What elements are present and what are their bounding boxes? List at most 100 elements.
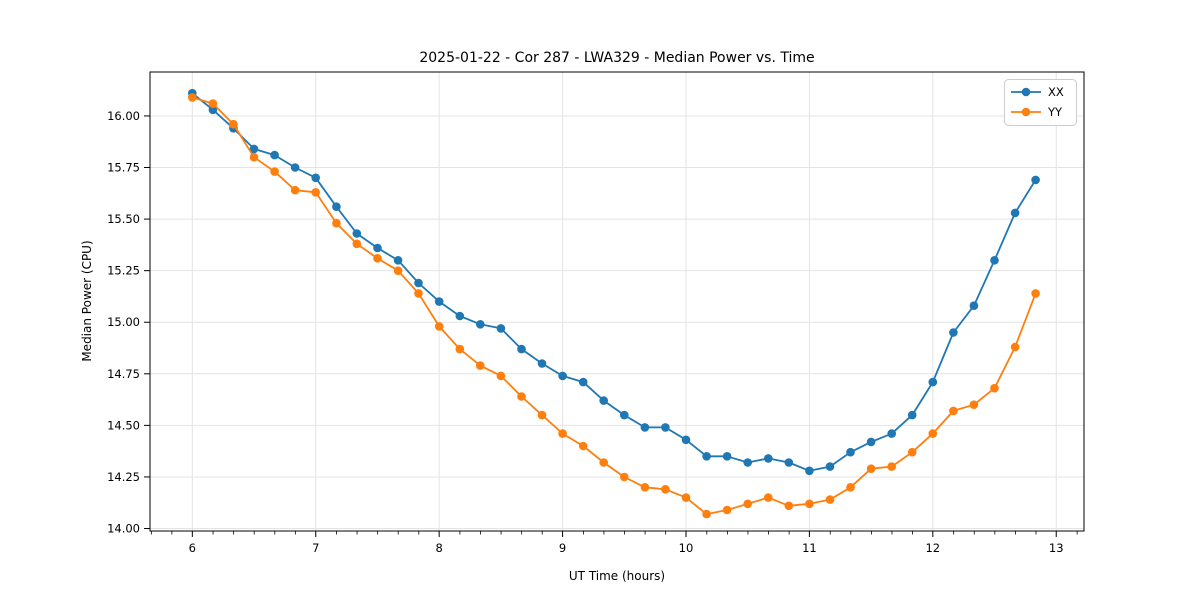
series-yy-point — [332, 218, 341, 228]
series-yy-point — [640, 483, 650, 492]
x-tick-label: 8 — [435, 541, 442, 555]
x-tick-label: 9 — [559, 541, 566, 555]
x-tick-label: 12 — [925, 541, 940, 555]
series-yy-point — [434, 322, 444, 331]
tick-labels: 6 7 8 9 10 11 12 13 14.00 14.25 14.50 14.75 15.00 15.… — [107, 109, 1063, 555]
series-yy-point — [229, 119, 238, 129]
series-xx-point — [455, 311, 465, 321]
gridlines — [150, 72, 1084, 531]
series-yy-point — [311, 188, 321, 197]
series-yy-point — [681, 493, 691, 502]
series-xx-point — [578, 377, 588, 387]
series-layer — [188, 88, 1040, 519]
series-yy-point — [805, 499, 814, 509]
series-yy-point — [949, 406, 958, 416]
x-tick-label: 7 — [312, 541, 319, 555]
series-yy-point — [496, 371, 506, 381]
series-xx-point — [620, 410, 629, 420]
y-tick-label: 14.50 — [107, 418, 140, 432]
series-xx-point — [764, 454, 773, 463]
series-xx-point — [661, 423, 670, 432]
x-tick-label: 6 — [189, 541, 196, 555]
series-yy-point — [702, 509, 711, 519]
series-xx-point — [208, 105, 218, 115]
series-xx-point — [352, 229, 362, 238]
series-xx-point — [414, 278, 423, 288]
series-yy-point — [743, 499, 752, 509]
series-xx-point — [866, 437, 876, 447]
chart-title: 2025-01-22 - Cor 287 - LWA329 - Median P… — [419, 50, 814, 66]
series-yy-point — [990, 383, 999, 393]
y-tick-label: 16.00 — [107, 109, 140, 123]
plot-border — [149, 71, 1085, 532]
y-axis-label: Median Power (CPU) — [80, 240, 94, 361]
series-xx-point — [640, 423, 650, 432]
x-tick-label: 10 — [679, 541, 694, 555]
series-xx-point — [517, 344, 526, 354]
series-yy-point — [188, 93, 197, 102]
series-yy-point — [393, 266, 403, 276]
y-tick-label: 15.50 — [107, 212, 140, 226]
series-yy-point — [455, 344, 465, 354]
y-tick-label: 15.25 — [107, 264, 140, 278]
legend-box — [1004, 79, 1077, 126]
series-yy-point — [846, 483, 855, 492]
series-yy-point — [661, 485, 670, 494]
y-tick-label: 15.00 — [107, 315, 140, 329]
series-xx-point — [805, 466, 814, 476]
series-xx-point — [990, 255, 999, 265]
y-tick-label: 14.00 — [107, 522, 140, 536]
series-xx-point — [311, 173, 321, 183]
series-yy-point — [722, 505, 732, 515]
series-yy-point — [249, 152, 259, 162]
series-xx-point — [784, 458, 794, 467]
series-xx-point — [887, 429, 896, 438]
series-xx-point — [599, 396, 608, 405]
legend-marker-yy — [1021, 107, 1031, 117]
series-yy-point — [1031, 289, 1040, 298]
series-xx-point — [1031, 175, 1040, 185]
legend-marker-xx — [1021, 87, 1031, 97]
series-yy-point — [866, 464, 876, 474]
y-tick-label: 15.75 — [107, 161, 140, 175]
legend: XX YY — [1004, 79, 1077, 126]
series-yy-point — [784, 501, 794, 511]
y-tick-label: 14.75 — [107, 367, 140, 381]
series-xx-point — [393, 255, 403, 265]
series-yy-point — [969, 400, 979, 410]
x-axis-label: UT Time (hours) — [569, 569, 665, 583]
series-yy-point — [373, 253, 382, 263]
series-yy-point — [620, 472, 629, 482]
y-tick-label: 14.25 — [107, 470, 140, 484]
series-yy-point — [1010, 342, 1020, 352]
series-yy-point — [907, 447, 917, 457]
series-yy-point — [476, 361, 485, 370]
series-xx-point — [681, 435, 691, 445]
series-yy-point — [928, 429, 938, 438]
series-xx-point — [249, 144, 259, 154]
legend-entry-xx: XX — [1011, 85, 1064, 99]
series-xx-point — [290, 163, 300, 172]
series-xx-point — [332, 202, 341, 211]
series-xx-point — [825, 462, 835, 471]
series-xx-point — [907, 410, 917, 420]
series-xx-point — [702, 452, 711, 461]
legend-label-xx: XX — [1048, 85, 1064, 99]
series-xx-point — [949, 328, 958, 337]
series-xx-point — [846, 447, 855, 457]
series-yy-point — [599, 458, 608, 467]
series-xx-point — [537, 359, 547, 368]
legend-label-yy: YY — [1047, 105, 1063, 119]
series-yy-point — [208, 99, 218, 108]
series-yy-point — [887, 462, 896, 471]
series-yy-point — [517, 392, 526, 401]
series-xx-line — [191, 92, 1037, 472]
series-xx-point — [558, 371, 567, 381]
series-yy-point — [414, 289, 423, 298]
series-xx-point — [1010, 208, 1020, 218]
series-yy-point — [270, 167, 279, 176]
series-xx-point — [496, 324, 506, 333]
series-yy — [188, 93, 1040, 519]
